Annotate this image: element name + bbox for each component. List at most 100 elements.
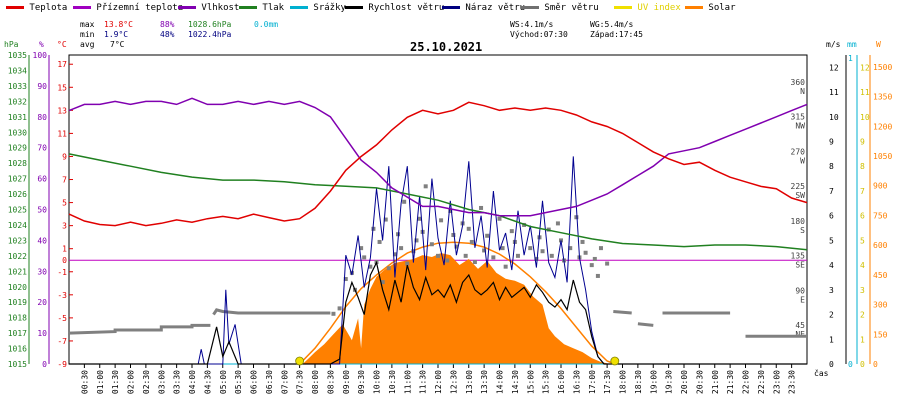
time-tick-label: 18:00 bbox=[619, 370, 628, 394]
stats-sunrise: Východ:07:30 bbox=[510, 30, 568, 39]
time-tick-label: 04:30 bbox=[203, 370, 212, 394]
wind-direction-point bbox=[595, 273, 600, 278]
stats-max-press: 1028.6hPa bbox=[188, 20, 232, 29]
direction-tick-label: E bbox=[800, 295, 805, 304]
chart-title: 25.10.2021 bbox=[410, 40, 483, 54]
press-tick-label: 1021 bbox=[8, 267, 27, 276]
temp-zero-label: 0 bbox=[62, 256, 67, 265]
solar-tick-label: 600 bbox=[873, 241, 888, 250]
time-tick-label: 13:00 bbox=[465, 370, 474, 394]
wind-direction-point bbox=[331, 311, 336, 316]
press-tick-label: 1028 bbox=[8, 159, 27, 168]
legend-item-rain: Srážky bbox=[290, 3, 346, 13]
wind-direction-point bbox=[454, 244, 459, 249]
wind-direction-line bbox=[613, 310, 632, 315]
temperature-line bbox=[68, 101, 808, 227]
time-tick-label: 10:30 bbox=[388, 370, 397, 394]
time-tick-label: 08:30 bbox=[326, 370, 335, 394]
temp-tick-label: 11 bbox=[57, 129, 67, 138]
legend-item-pressure: Tlak bbox=[239, 3, 284, 13]
temp-tick-label: 13 bbox=[57, 106, 67, 115]
press-tick-label: 1018 bbox=[8, 314, 27, 323]
wind-direction-point bbox=[500, 246, 505, 251]
stats-min-row: min 1.9°C 48% 1022.4hPa bbox=[80, 30, 260, 40]
wind-direction-point bbox=[392, 252, 397, 257]
wind-tick-label: 3 bbox=[829, 286, 834, 295]
time-tick-label: 09:00 bbox=[342, 370, 351, 394]
stats-avg-temp: 7°C bbox=[110, 40, 125, 49]
temp-tick-label: -9 bbox=[57, 360, 67, 369]
uv-tick-label: 0 bbox=[860, 360, 865, 369]
solar-theoretical-line bbox=[299, 241, 616, 365]
time-tick-label: 17:00 bbox=[588, 370, 597, 394]
wind-direction-point bbox=[598, 246, 603, 251]
solar-tick-label: 0 bbox=[873, 360, 878, 369]
hum-tick-label: 100 bbox=[33, 51, 48, 60]
legend-item-temperature: Teplota bbox=[6, 3, 67, 13]
uv-tick-label: 6 bbox=[860, 212, 865, 221]
axis-unit-hum: % bbox=[39, 40, 44, 49]
time-tick-label: 15:00 bbox=[526, 370, 535, 394]
time-tick-label: 20:00 bbox=[680, 370, 689, 394]
legend-item-ground-temperature: Přízemní teplota bbox=[73, 3, 183, 13]
uv-tick-label: 4 bbox=[860, 261, 865, 270]
uv-sun-marker bbox=[295, 356, 305, 366]
time-tick-label: 13:30 bbox=[480, 370, 489, 394]
uv-tick-label: 10 bbox=[860, 113, 870, 122]
stats-min-label: min bbox=[80, 30, 95, 39]
time-tick-label: 20:30 bbox=[695, 370, 704, 394]
stats-max-hum: 88% bbox=[160, 20, 175, 29]
wind-direction-point bbox=[402, 199, 407, 204]
hum-tick-label: 50 bbox=[37, 206, 47, 215]
wind-direction-point bbox=[414, 238, 419, 243]
axis-unit-solar: W bbox=[876, 40, 881, 49]
time-tick-label: 03:30 bbox=[173, 370, 182, 394]
wind-tick-label: 1 bbox=[829, 335, 834, 344]
time-tick-label: 15:30 bbox=[542, 370, 551, 394]
rain-tick-label: 1 bbox=[848, 54, 853, 63]
wind-direction-point bbox=[515, 253, 520, 258]
direction-tick-degrees: 270 bbox=[791, 147, 806, 156]
direction-tick-degrees: 180 bbox=[791, 217, 806, 226]
time-tick-label: 18:30 bbox=[634, 370, 643, 394]
hum-tick-label: 0 bbox=[42, 360, 47, 369]
time-tick-label: 08:00 bbox=[311, 370, 320, 394]
solar-tick-label: 150 bbox=[873, 330, 888, 339]
direction-tick-label: W bbox=[800, 156, 805, 165]
wind-direction-point bbox=[368, 264, 373, 269]
wind-direction-point bbox=[436, 253, 440, 258]
wind-direction-point bbox=[463, 253, 468, 258]
time-tick-label: 17:30 bbox=[603, 370, 612, 394]
wind-direction-point bbox=[359, 246, 364, 251]
humidity-line bbox=[68, 97, 808, 217]
legend-item-solar: Solar bbox=[685, 3, 736, 13]
wind-direction-point bbox=[574, 215, 579, 220]
wind-tick-label: 0 bbox=[829, 360, 834, 369]
solar-area bbox=[69, 253, 807, 364]
hum-tick-label: 40 bbox=[37, 236, 47, 245]
time-tick-label: 02:30 bbox=[142, 370, 151, 394]
direction-tick-degrees: 90 bbox=[795, 286, 805, 295]
wind-direction-point bbox=[555, 221, 560, 226]
pressure-line bbox=[68, 153, 808, 251]
time-tick-label: 01:00 bbox=[96, 370, 105, 394]
direction-tick-degrees: 135 bbox=[791, 252, 806, 261]
time-tick-label: 23:30 bbox=[788, 370, 797, 394]
wind-direction-point bbox=[485, 233, 490, 238]
wind-tick-label: 7 bbox=[829, 187, 834, 196]
axis-unit-temp: °C bbox=[57, 40, 67, 49]
press-tick-label: 1015 bbox=[8, 360, 27, 369]
direction-tick-label: N bbox=[800, 87, 805, 96]
temp-tick-label: 7 bbox=[62, 176, 67, 185]
wind-direction-point bbox=[479, 205, 484, 210]
time-tick-label: 19:00 bbox=[649, 370, 658, 394]
wind-direction-point bbox=[482, 248, 487, 253]
time-tick-label: 07:00 bbox=[280, 370, 289, 394]
stats-min-hum: 48% bbox=[160, 30, 175, 39]
time-tick-label: 22:30 bbox=[757, 370, 766, 394]
solar-tick-label: 900 bbox=[873, 182, 888, 191]
press-tick-label: 1027 bbox=[8, 175, 27, 184]
time-tick-label: 14:30 bbox=[511, 370, 520, 394]
press-tick-label: 1026 bbox=[8, 190, 27, 199]
wind-tick-label: 4 bbox=[829, 261, 834, 270]
